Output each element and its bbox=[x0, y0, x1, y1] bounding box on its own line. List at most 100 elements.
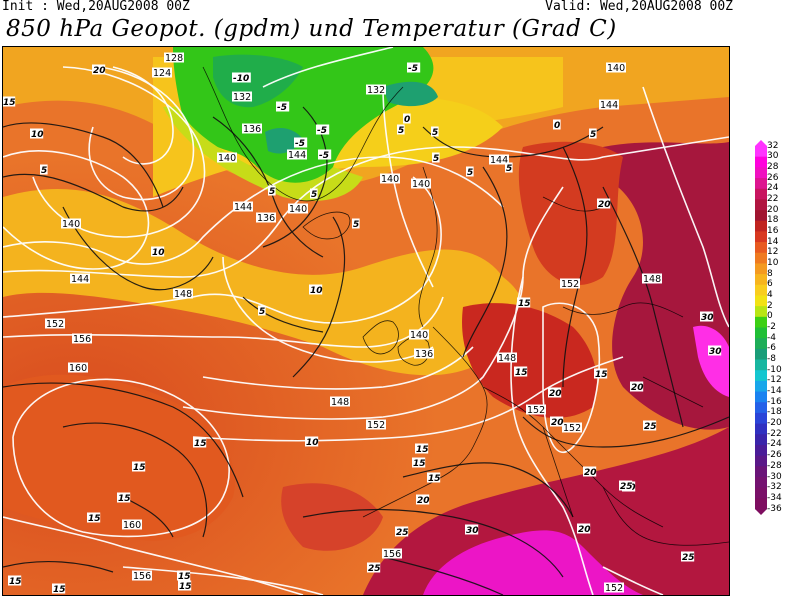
legend-swatch bbox=[755, 295, 767, 307]
temperature-label-bg bbox=[117, 492, 131, 503]
geopotential-label-bg bbox=[256, 212, 276, 223]
temperature-label: -5 bbox=[277, 103, 287, 113]
geopotential-label-bg bbox=[562, 422, 582, 433]
legend-value-label: -28 bbox=[767, 460, 782, 471]
legend-swatch bbox=[755, 156, 767, 168]
temperature-label: 20 bbox=[631, 383, 644, 393]
geopotential-label: 132 bbox=[233, 92, 251, 103]
geopotential-label: 144 bbox=[71, 274, 89, 285]
temperature-label: 10 bbox=[306, 438, 319, 448]
legend-value-label: -34 bbox=[767, 492, 782, 503]
temperature-label-bg bbox=[431, 126, 439, 137]
geopotential-label-bg bbox=[380, 173, 400, 184]
geopotential-label: 148 bbox=[643, 274, 661, 285]
geopotential-label: 140 bbox=[218, 153, 236, 164]
temperature-label-bg bbox=[700, 311, 714, 322]
temperature-label-bg bbox=[367, 562, 381, 573]
legend-value-label: -6 bbox=[767, 343, 776, 354]
temperature-label-bg bbox=[87, 512, 101, 523]
legend-swatch bbox=[755, 252, 767, 264]
temperature-label-bg bbox=[132, 461, 146, 472]
legend-value-label: 30 bbox=[767, 151, 779, 162]
geopotential-label-bg bbox=[45, 318, 65, 329]
temperature-label: 15 bbox=[3, 98, 16, 108]
legend-value-label: 10 bbox=[767, 257, 779, 268]
temperature-label: 15 bbox=[194, 439, 207, 449]
temperature-label: 30 bbox=[709, 347, 722, 357]
temperature-label: 20 bbox=[584, 468, 597, 478]
temperature-label: -5 bbox=[319, 151, 329, 161]
temperature-label-bg bbox=[548, 387, 562, 398]
temperature-label: 5 bbox=[506, 164, 512, 174]
geopotential-label-bg bbox=[232, 91, 252, 102]
legend-swatch bbox=[755, 348, 767, 360]
temperature-label-bg bbox=[583, 466, 597, 477]
legend-value-label: -20 bbox=[767, 418, 782, 429]
temperature-label: 20 bbox=[417, 496, 430, 506]
geopotential-label-bg bbox=[287, 149, 307, 160]
geopotential-label: 148 bbox=[331, 397, 349, 408]
legend-swatch bbox=[755, 210, 767, 222]
temperature-label: 25 bbox=[644, 422, 657, 432]
legend-value-label: 20 bbox=[767, 204, 779, 215]
temperature-label-bg bbox=[258, 305, 266, 316]
legend-value-label: -10 bbox=[767, 364, 782, 375]
legend-swatch bbox=[755, 412, 767, 424]
temperature-label-bg bbox=[427, 472, 441, 483]
temperature-label: 0 bbox=[404, 115, 410, 125]
geopotential-label-bg bbox=[72, 333, 92, 344]
temperature-label: 0 bbox=[554, 121, 560, 131]
geopotential-label-bg bbox=[366, 419, 386, 430]
temperature-label-bg bbox=[643, 420, 657, 431]
valid-time-label: Valid: Wed,20AUG2008 00Z bbox=[545, 0, 733, 14]
geopotential-label: 140 bbox=[410, 330, 428, 341]
temperature-label: 20 bbox=[578, 525, 591, 535]
geopotential-label-bg bbox=[288, 203, 308, 214]
legend-swatch bbox=[755, 306, 767, 318]
temperature-label-bg bbox=[395, 526, 409, 537]
legend-value-label: 8 bbox=[767, 268, 773, 279]
legend-swatch bbox=[755, 402, 767, 414]
legend-swatch bbox=[755, 487, 767, 499]
legend-swatch bbox=[755, 199, 767, 211]
geopotential-label-bg bbox=[366, 84, 386, 95]
geopotential-label-bg bbox=[173, 288, 193, 299]
temperature-legend: 32 30 28 26 24 22 20 18 16 14 12 10 8 6 4 2 0 -2 -4 -6 -8 -10… bbox=[755, 140, 789, 515]
geopotential-label: 128 bbox=[165, 53, 183, 64]
legend-value-label: 12 bbox=[767, 247, 779, 258]
temperature-label: 15 bbox=[428, 474, 441, 484]
temperature-label: 20 bbox=[551, 418, 564, 428]
legend-swatch bbox=[755, 178, 767, 190]
init-time-label: Init : Wed,20AUG2008 00Z bbox=[2, 0, 190, 14]
legend-swatch bbox=[755, 263, 767, 275]
temperature-label: 25 bbox=[620, 482, 633, 492]
geopotential-label: 160 bbox=[123, 520, 141, 531]
geopotential-label: 156 bbox=[73, 334, 91, 345]
temperature-label-bg bbox=[681, 551, 695, 562]
temperature-label-bg bbox=[415, 443, 429, 454]
temperature-label-bg bbox=[40, 164, 48, 175]
legend-swatch bbox=[755, 167, 767, 179]
geopotential-label: 156 bbox=[133, 571, 151, 582]
legend-swatch bbox=[755, 338, 767, 350]
temperature-label-bg bbox=[151, 246, 165, 257]
temperature-label-bg bbox=[268, 185, 276, 196]
temperature-label: 30 bbox=[701, 313, 714, 323]
temperature-label-bg bbox=[505, 162, 513, 173]
temperature-label-bg bbox=[577, 523, 591, 534]
temperature-label-bg bbox=[310, 188, 318, 199]
geopotential-label: 152 bbox=[563, 423, 581, 434]
geopotential-label: 136 bbox=[257, 213, 275, 224]
temperature-label: 10 bbox=[152, 248, 165, 258]
geopotential-label-bg bbox=[330, 396, 350, 407]
legend-swatch bbox=[755, 498, 767, 510]
legend-value-label: 0 bbox=[767, 311, 773, 322]
geopotential-label-bg bbox=[606, 62, 626, 73]
temperature-label-bg bbox=[514, 366, 528, 377]
geopotential-label: 144 bbox=[288, 150, 306, 161]
temperature-label: 5 bbox=[269, 187, 275, 197]
legend-swatch bbox=[755, 188, 767, 200]
geopotential-label: 144 bbox=[600, 100, 618, 111]
temperature-label-bg bbox=[318, 149, 332, 160]
temperature-label-bg bbox=[8, 575, 22, 586]
